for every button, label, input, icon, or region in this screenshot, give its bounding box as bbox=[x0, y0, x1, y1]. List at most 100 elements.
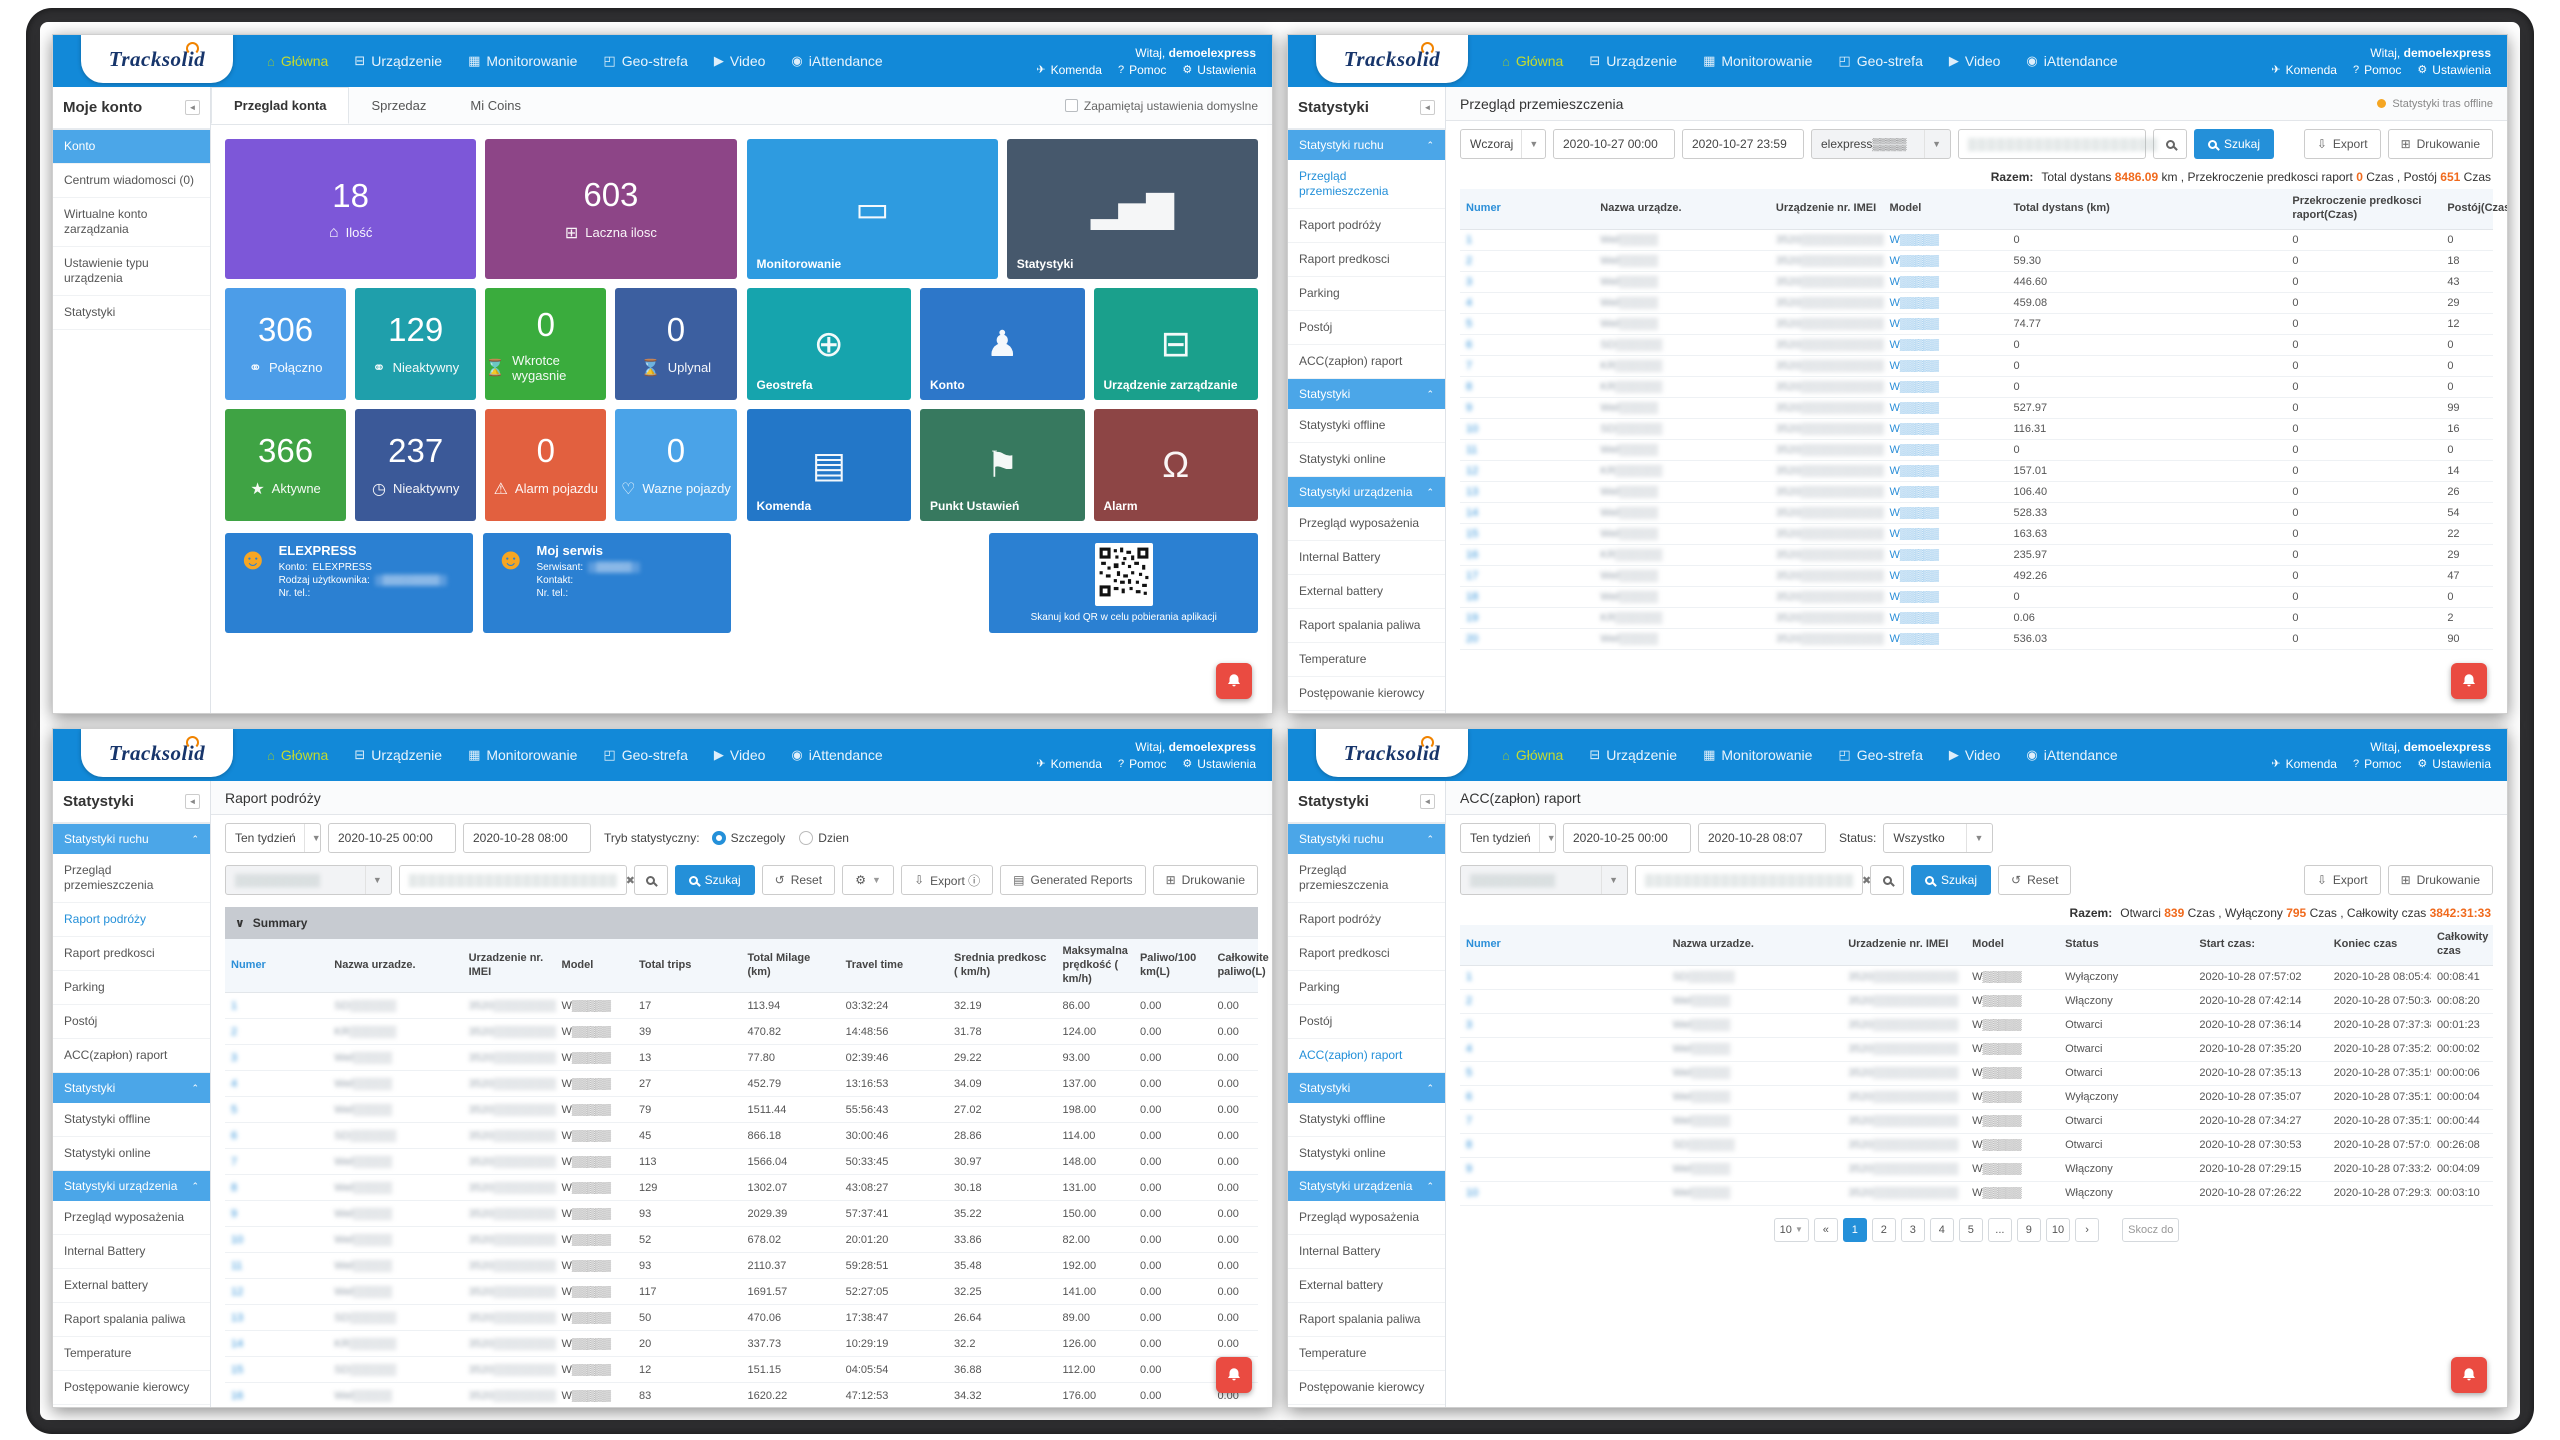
date-to-input[interactable]: 2020-10-28 08:00 bbox=[463, 823, 591, 853]
table-row[interactable]: 14KR▒▒▒▒▒▒3520▒▒▒▒▒▒▒▒▒▒▒W▒▒▒▒▒20337.731… bbox=[225, 1330, 1258, 1358]
sidebar-collapse-icon[interactable]: ◄ bbox=[1420, 100, 1435, 115]
user-link[interactable]: ✈ Komenda bbox=[2271, 63, 2337, 77]
table-row[interactable]: 14 Wel▒▒▒▒▒ 3520▒▒▒▒▒▒▒▒▒▒▒ W▒▒▒▒▒ 528.33 0 54 bbox=[1460, 502, 2493, 524]
sidebar-item[interactable]: ACC(zapłon) raport bbox=[1288, 1039, 1445, 1073]
table-row[interactable]: 13 Wel▒▒▒▒▒ 3520▒▒▒▒▒▒▒▒▒▒▒ W▒▒▒▒▒ 106.40 0 26 bbox=[1460, 481, 2493, 503]
sidebar-section-header[interactable]: Statystyki ruchu ⌃ bbox=[1288, 824, 1445, 854]
table-row[interactable]: 15 Wel▒▒▒▒▒ 3520▒▒▒▒▒▒▒▒▒▒▒ W▒▒▒▒▒ 163.63 0 22 bbox=[1460, 523, 2493, 545]
date-preset-select[interactable]: Ten tydzień ▼ bbox=[1460, 823, 1556, 853]
app-panel[interactable]: ♟ Konto bbox=[920, 288, 1085, 400]
sidebar-item[interactable]: Statystyki offline bbox=[1288, 1103, 1445, 1137]
sidebar-item[interactable]: Postępowanie kierowcy bbox=[1288, 677, 1445, 711]
column-header[interactable]: Nazwa urzadze. bbox=[1666, 925, 1843, 966]
sidebar-section-header[interactable]: Statystyki ruchu ⌃ bbox=[53, 824, 210, 854]
sidebar-item[interactable]: Raport podróży bbox=[1288, 209, 1445, 243]
sidebar-item[interactable]: Parking bbox=[1288, 971, 1445, 1005]
sidebar-item[interactable]: ACC(zapłon) raport bbox=[1288, 345, 1445, 379]
page-button[interactable]: 2 bbox=[1871, 1217, 1896, 1242]
column-header[interactable]: Numer bbox=[1460, 925, 1667, 966]
sidebar-item[interactable]: Raport spalania paliwa bbox=[1288, 609, 1445, 643]
device-picker-button[interactable] bbox=[1870, 865, 1904, 895]
sidebar-section-header[interactable]: Statystyki urządzenia ⌃ bbox=[1288, 477, 1445, 507]
table-row[interactable]: 7 Wel▒▒▒▒▒ 3520▒▒▒▒▒▒▒▒▒▒▒ W▒▒▒▒▒ Otwarci 202… bbox=[1460, 1109, 2493, 1134]
tab[interactable]: Mi Coins bbox=[470, 98, 521, 113]
table-row[interactable]: 1SD▒▒▒▒▒▒3520▒▒▒▒▒▒▒▒▒▒▒W▒▒▒▒▒17113.9403… bbox=[225, 992, 1258, 1020]
alarm-notification-button[interactable] bbox=[1216, 663, 1252, 699]
sidebar-item[interactable]: Postój bbox=[1288, 311, 1445, 345]
page-button[interactable]: 1 bbox=[1842, 1217, 1867, 1242]
sidebar-item[interactable]: Statystyki online bbox=[1288, 1137, 1445, 1171]
reset-button[interactable]: ↺ Reset bbox=[1998, 865, 2072, 895]
radio-option[interactable]: Dzien bbox=[799, 831, 849, 845]
sidebar-item[interactable]: Pozycjonowania i Bateria bbox=[53, 1405, 210, 1407]
table-row[interactable]: 11 Wel▒▒▒▒▒ 3520▒▒▒▒▒▒▒▒▒▒▒ W▒▒▒▒▒ 0 0 0 bbox=[1460, 439, 2493, 461]
table-row[interactable]: 10 Wel▒▒▒▒▒ 3520▒▒▒▒▒▒▒▒▒▒▒ W▒▒▒▒▒ Włączony 2… bbox=[1460, 1181, 2493, 1206]
page-size-select[interactable]: 10 ▼ bbox=[1773, 1217, 1809, 1242]
sidebar-item[interactable]: Temperature bbox=[1288, 1337, 1445, 1371]
column-header[interactable]: Nazwa urządze. bbox=[1594, 189, 1770, 230]
column-header[interactable]: Urządzenie nr. IMEI bbox=[1769, 189, 1884, 230]
date-to-input[interactable]: 2020-10-28 08:07 bbox=[1698, 823, 1826, 853]
date-from-input[interactable]: 2020-10-25 00:00 bbox=[328, 823, 456, 853]
search-button[interactable]: Szukaj bbox=[2194, 129, 2275, 159]
sidebar-item[interactable]: External battery bbox=[1288, 1269, 1445, 1303]
nav-item[interactable]: ▦ Monitorowanie bbox=[468, 747, 577, 763]
user-link[interactable]: ? Pomoc bbox=[1118, 757, 1166, 771]
date-to-input[interactable]: 2020-10-27 23:59 bbox=[1682, 129, 1804, 159]
stat-tile[interactable]: 129 ⚭ Nieaktywny bbox=[355, 288, 477, 400]
sidebar-item[interactable]: Raport spalania paliwa bbox=[1288, 1303, 1445, 1337]
sidebar-item[interactable]: Internal Battery bbox=[1288, 1235, 1445, 1269]
app-panel[interactable]: ▂▅▇ Statystyki bbox=[1006, 139, 1258, 279]
sidebar-item[interactable]: Przegląd wyposażenia bbox=[1288, 1201, 1445, 1235]
sidebar-section-header[interactable]: Statystyki urządzenia ⌃ bbox=[53, 1171, 210, 1201]
app-panel[interactable]: ⚑ Punkt Ustawień bbox=[920, 409, 1085, 521]
sidebar-item[interactable]: Przegląd przemieszczenia bbox=[1288, 160, 1445, 209]
sidebar-item[interactable]: External battery bbox=[1288, 575, 1445, 609]
jump-to-page[interactable]: Skocz do bbox=[2122, 1217, 2180, 1242]
nav-item[interactable]: ▦ Monitorowanie bbox=[1703, 747, 1812, 763]
sidebar-item[interactable]: Postój bbox=[1288, 1005, 1445, 1039]
sidebar-item[interactable]: Raport predkosci bbox=[53, 937, 210, 971]
column-header[interactable]: Postój(Czas) bbox=[2441, 189, 2507, 230]
page-button[interactable]: 10 bbox=[2045, 1217, 2071, 1242]
nav-item[interactable]: ▶ Video bbox=[1949, 747, 2001, 763]
date-from-input[interactable]: 2020-10-27 00:00 bbox=[1553, 129, 1675, 159]
user-link[interactable]: ? Pomoc bbox=[1118, 63, 1166, 77]
column-header[interactable]: Przekroczenie predkosci raport(Czas) bbox=[2286, 189, 2442, 230]
page-button[interactable]: 5 bbox=[1958, 1217, 1983, 1242]
column-header[interactable]: Start czas: bbox=[2193, 925, 2328, 966]
reset-button[interactable]: ↺ Reset bbox=[761, 865, 836, 895]
sidebar-section-header[interactable]: Statystyki ⌃ bbox=[53, 1073, 210, 1103]
stat-tile[interactable]: 366 ★ Aktywne bbox=[225, 409, 347, 521]
date-from-input[interactable]: 2020-10-25 00:00 bbox=[1563, 823, 1691, 853]
stat-tile[interactable]: 0 ♡ Wazne pojazdy bbox=[615, 409, 737, 521]
table-row[interactable]: 9Wel▒▒▒▒▒3520▒▒▒▒▒▒▒▒▒▒▒W▒▒▒▒▒932029.395… bbox=[225, 1200, 1258, 1228]
stat-tile[interactable]: 237 ◷ Nieaktywny bbox=[355, 409, 477, 521]
sidebar-item[interactable]: Raport predkosci bbox=[1288, 937, 1445, 971]
table-row[interactable]: 4 Wel▒▒▒▒▒ 3520▒▒▒▒▒▒▒▒▒▒▒ W▒▒▒▒▒ 459.08 0 29 bbox=[1460, 292, 2493, 314]
radio-option[interactable]: Szczegoly bbox=[711, 831, 785, 845]
column-header[interactable]: Srednia predkosc ( km/h) bbox=[948, 939, 1057, 994]
column-header[interactable]: Status bbox=[2059, 925, 2194, 966]
column-header[interactable]: Total Milage (km) bbox=[741, 939, 840, 994]
nav-item[interactable]: ◰ Geo-strefa bbox=[603, 53, 687, 69]
stat-tile[interactable]: 0 ⚠ Alarm pojazdu bbox=[485, 409, 607, 521]
table-row[interactable]: 8 KR▒▒▒▒▒▒ 3520▒▒▒▒▒▒▒▒▒▒▒ W▒▒▒▒▒ 0 0 0 bbox=[1460, 376, 2493, 398]
table-row[interactable]: 9 Wel▒▒▒▒▒ 3520▒▒▒▒▒▒▒▒▒▒▒ W▒▒▒▒▒ 527.97 0 99 bbox=[1460, 397, 2493, 419]
sidebar-item[interactable]: Statystyki offline bbox=[1288, 409, 1445, 443]
sidebar-item[interactable]: Przegląd przemieszczenia bbox=[53, 854, 210, 903]
device-picker-button[interactable] bbox=[633, 865, 668, 895]
table-row[interactable]: 8 SD▒▒▒▒▒▒ 3520▒▒▒▒▒▒▒▒▒▒▒ W▒▒▒▒▒ Otwarci 202… bbox=[1460, 1133, 2493, 1158]
settings-gear-button[interactable]: ⚙ ▼ bbox=[842, 865, 895, 895]
sidebar-item[interactable]: ACC(zapłon) raport bbox=[53, 1039, 210, 1073]
nav-item[interactable]: ◰ Geo-strefa bbox=[1838, 53, 1922, 69]
user-link[interactable]: ⚙ Ustawienia bbox=[2417, 757, 2491, 771]
action-button[interactable]: ⊞ Drukowanie bbox=[2387, 865, 2493, 895]
table-row[interactable]: 6 SD▒▒▒▒▒▒ 3520▒▒▒▒▒▒▒▒▒▒▒ W▒▒▒▒▒ 0 0 0 bbox=[1460, 334, 2493, 356]
tab[interactable]: Sprzedaz bbox=[371, 98, 427, 113]
table-row[interactable]: 18 Wel▒▒▒▒▒ 3520▒▒▒▒▒▒▒▒▒▒▒ W▒▒▒▒▒ 0 0 0 bbox=[1460, 586, 2493, 608]
table-row[interactable]: 1 Wel▒▒▒▒▒ 3520▒▒▒▒▒▒▒▒▒▒▒ W▒▒▒▒▒ 0 0 0 bbox=[1460, 229, 2493, 251]
sidebar-item[interactable]: Raport predkosci bbox=[1288, 243, 1445, 277]
sidebar-item[interactable]: Raport podróży bbox=[1288, 903, 1445, 937]
column-header[interactable]: Maksymalna prędkość ( km/h) bbox=[1056, 939, 1134, 994]
